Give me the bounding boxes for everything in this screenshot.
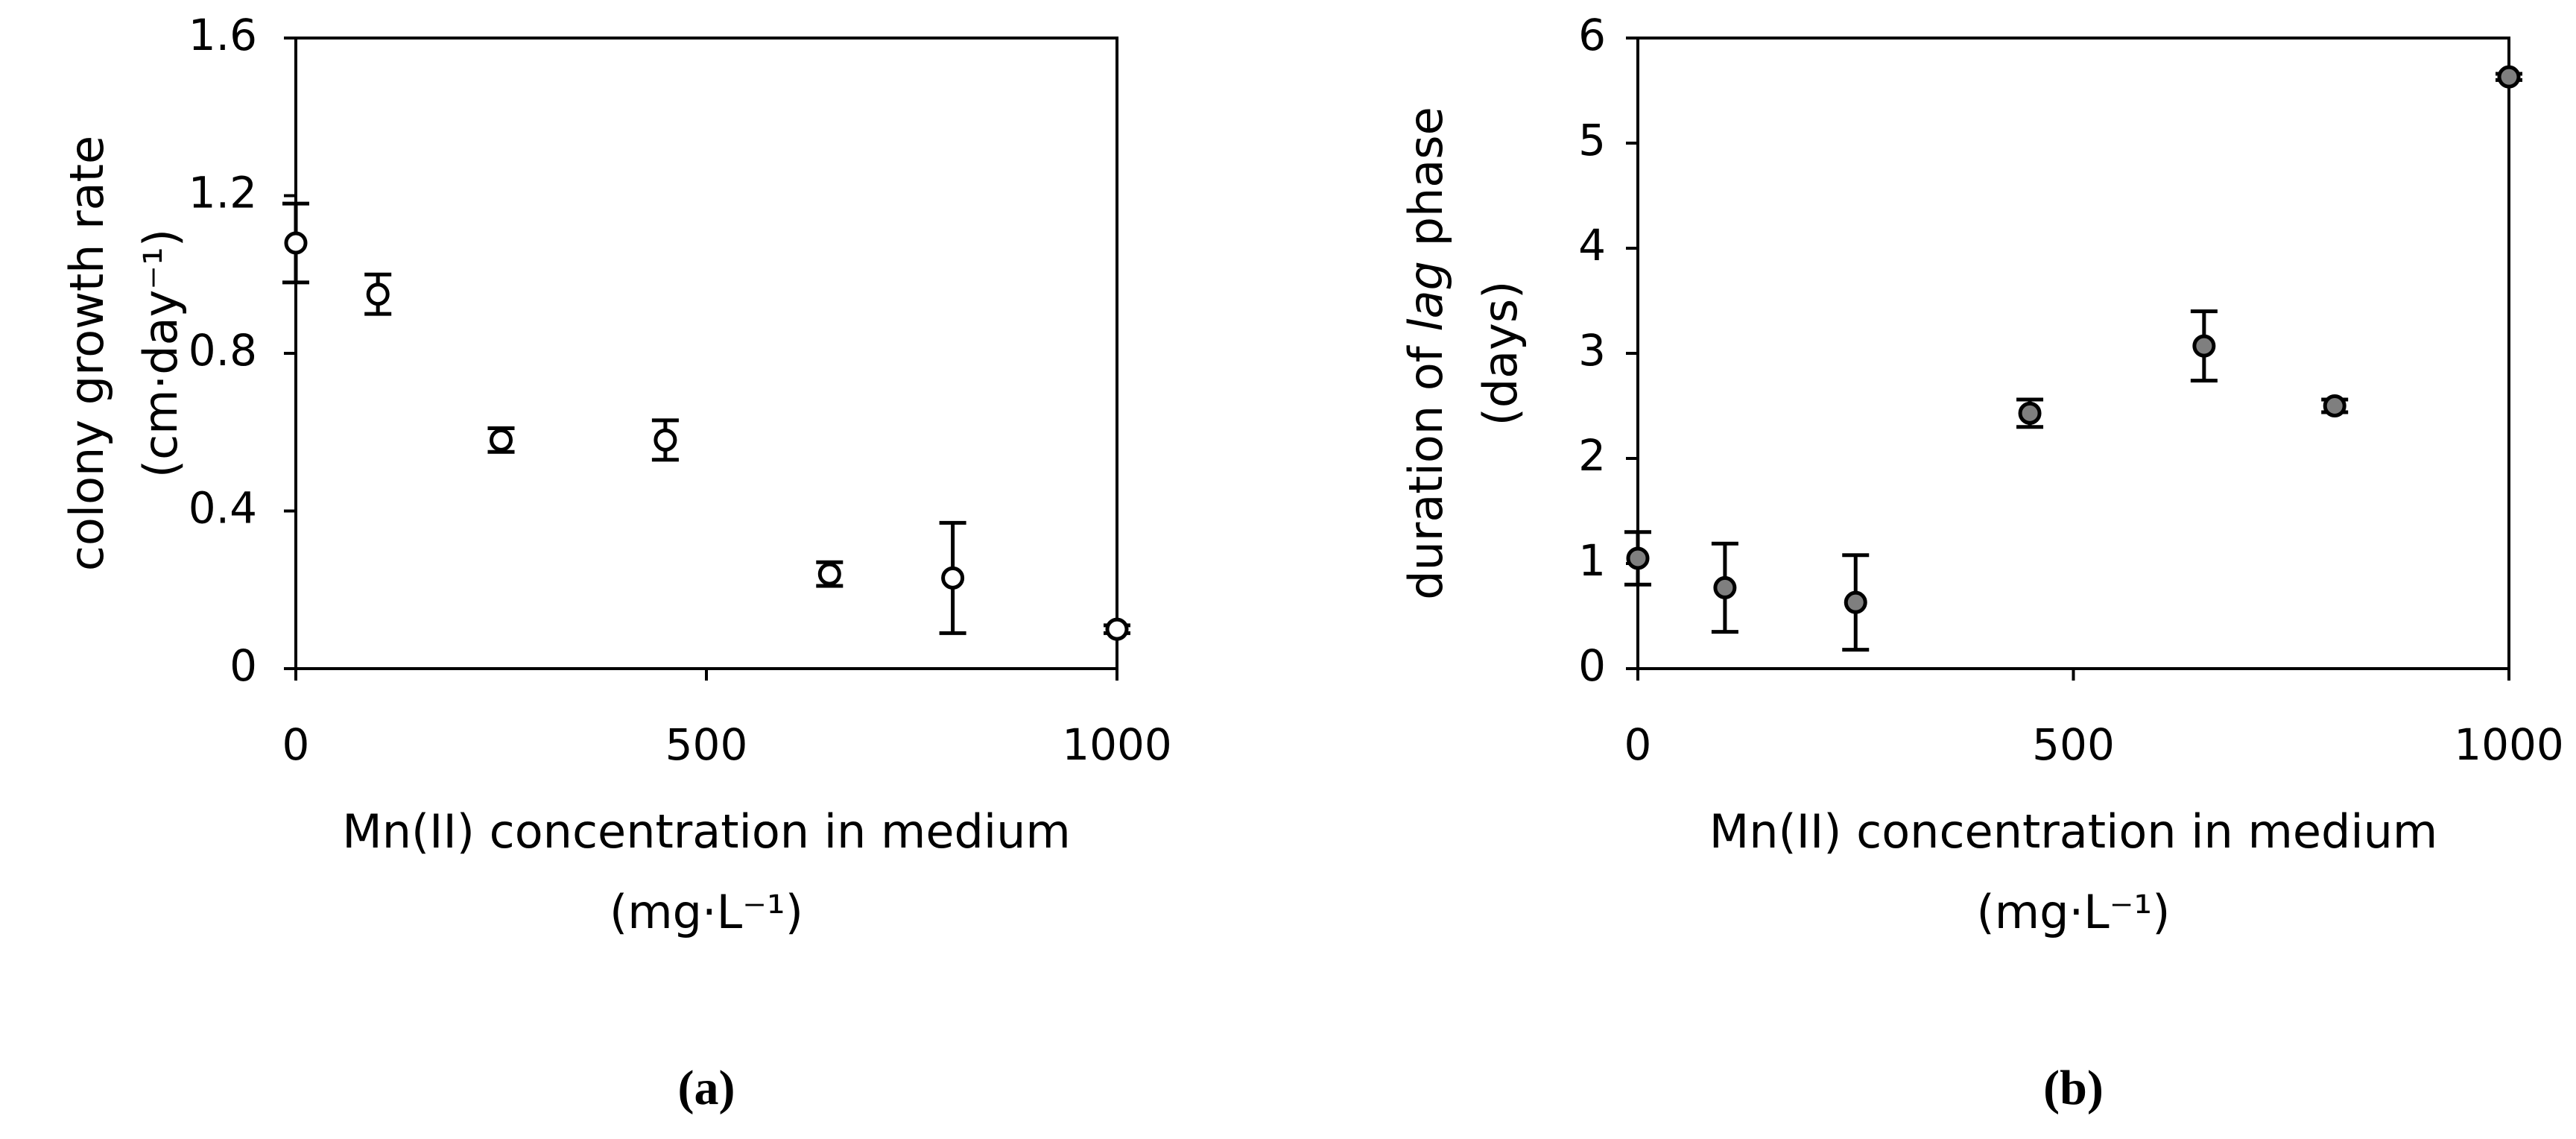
y-tick-label: 5 xyxy=(1578,115,1606,165)
marker xyxy=(1105,617,1129,641)
marker xyxy=(2323,394,2346,417)
x-tick-label: 1000 xyxy=(2454,719,2564,770)
marker xyxy=(284,231,308,255)
marker xyxy=(490,428,513,452)
y-tick-label: 1 xyxy=(1578,535,1606,586)
y-tick-label: 3 xyxy=(1578,325,1606,376)
y-tick-label: 6 xyxy=(1578,10,1606,60)
marker xyxy=(1713,575,1737,599)
x-axis-label: (mg·L⁻¹) xyxy=(610,885,803,939)
panel-label: (a) xyxy=(678,1061,735,1115)
x-axis-label: Mn(II) concentration in medium xyxy=(342,804,1071,859)
y-tick-label: 1.2 xyxy=(189,168,257,218)
marker xyxy=(366,283,390,306)
y-axis-label-part: lag xyxy=(1399,261,1453,332)
marker xyxy=(1844,590,1867,614)
y-tick-label: 0.4 xyxy=(189,483,257,534)
y-axis-label: colony growth rate xyxy=(60,136,114,571)
x-tick-label: 500 xyxy=(665,719,748,770)
y-axis-label-part: duration of xyxy=(1399,332,1453,600)
plot-frame xyxy=(1636,37,2510,670)
y-tick-label: 0.8 xyxy=(189,325,257,376)
x-axis-label: Mn(II) concentration in medium xyxy=(1709,804,2438,859)
marker xyxy=(2018,401,2042,425)
y-tick-label: 1.6 xyxy=(189,10,257,60)
y-tick-label: 2 xyxy=(1578,430,1606,481)
panel-label: (b) xyxy=(2043,1061,2104,1115)
marker xyxy=(654,428,677,452)
marker xyxy=(2497,65,2521,89)
y-axis-label: (cm·day⁻¹) xyxy=(133,229,188,478)
y-tick-label: 0 xyxy=(230,640,257,691)
y-tick-label: 4 xyxy=(1578,220,1606,271)
marker xyxy=(1626,546,1650,570)
x-tick-label: 500 xyxy=(2032,719,2115,770)
marker xyxy=(2192,334,2216,358)
plot-frame xyxy=(294,37,1118,670)
x-tick-label: 1000 xyxy=(1062,719,1172,770)
y-axis-label-part: phase xyxy=(1399,107,1453,261)
y-axis-label: (days) xyxy=(1473,281,1528,426)
y-tick-label: 0 xyxy=(1578,640,1606,691)
x-tick-label: 0 xyxy=(282,719,310,770)
y-axis-label: duration of lag phase xyxy=(1399,107,1453,599)
x-tick-label: 0 xyxy=(1624,719,1652,770)
marker xyxy=(817,562,841,586)
marker xyxy=(941,566,965,590)
x-axis-label: (mg·L⁻¹) xyxy=(1977,885,2171,939)
